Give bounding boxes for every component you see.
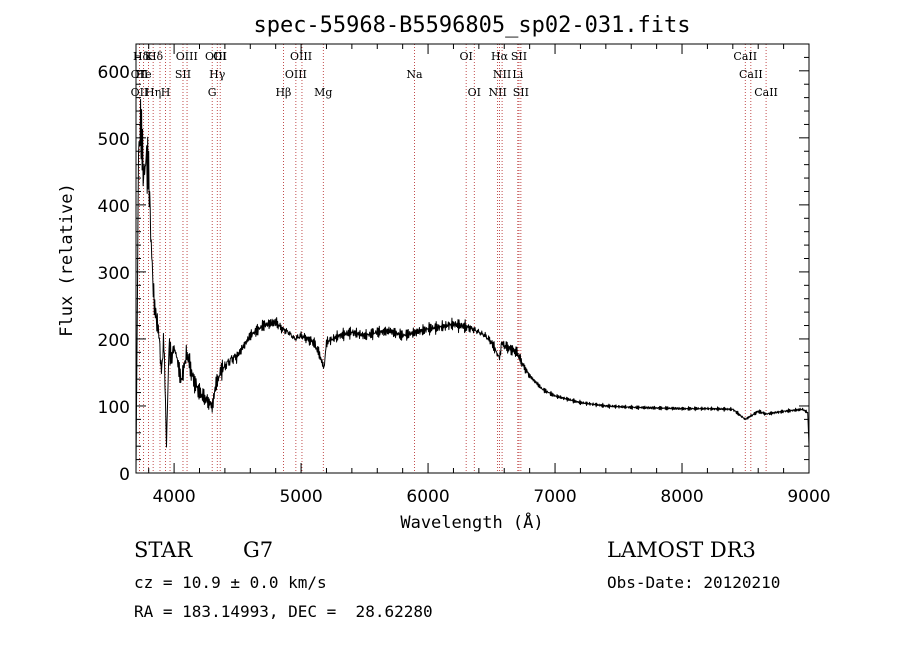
x-tick-label: 9000 bbox=[787, 487, 830, 507]
spectrum-series bbox=[135, 98, 810, 474]
spectral-line-label: Na bbox=[406, 68, 423, 81]
spectral-line-label: CaII bbox=[754, 86, 778, 99]
obs-date: Obs-Date: 20120210 bbox=[607, 573, 781, 592]
y-tick-label: 400 bbox=[98, 197, 130, 217]
survey-name: LAMOST DR3 bbox=[607, 538, 756, 562]
spectral-line-label: Hη bbox=[145, 86, 161, 99]
chart-title: spec-55968-B5596805_sp02-031.fits bbox=[253, 13, 690, 38]
redshift-value: cz = 10.9 ± 0.0 km/s bbox=[134, 573, 327, 592]
x-tick-label: 7000 bbox=[533, 487, 576, 507]
coordinates: RA = 183.14993, DEC = 28.62280 bbox=[134, 602, 433, 621]
spectral-line-label: OI bbox=[213, 50, 226, 63]
y-tick-label: 200 bbox=[98, 331, 130, 351]
spectral-line-label: G bbox=[208, 86, 217, 99]
spectral-line-label: SII bbox=[511, 50, 527, 63]
spectral-line-label: Hδ bbox=[133, 50, 150, 63]
spectral-line-label: SII bbox=[175, 68, 191, 81]
spectral-line-label: NII bbox=[488, 86, 506, 99]
spectral-line-label: OIII bbox=[205, 50, 227, 63]
spectral-line-label: K bbox=[145, 50, 154, 63]
spectral-line-label: Hδ bbox=[147, 50, 164, 63]
spectral-line-label: OIII bbox=[176, 50, 198, 63]
x-axis-label: Wavelength (Å) bbox=[400, 511, 543, 533]
spectral-line-label: OIII bbox=[290, 50, 312, 63]
spectral-line-label: Hα bbox=[491, 50, 509, 63]
spectral-line-label: OI bbox=[459, 50, 472, 63]
y-axis-label: Flux (relative) bbox=[57, 183, 77, 337]
spectral-line-label: CaII bbox=[739, 68, 763, 81]
y-tick-label: 100 bbox=[98, 398, 130, 418]
x-tick-label: 8000 bbox=[660, 487, 703, 507]
x-axis-ticks: 4000 5000 6000 7000 8000 9000 bbox=[148, 44, 831, 507]
x-tick-label: 5000 bbox=[279, 487, 322, 507]
y-tick-label: 600 bbox=[98, 63, 130, 83]
spectral-line-label: Li bbox=[512, 68, 523, 81]
x-tick-label: 6000 bbox=[406, 487, 449, 507]
spectral-line-label: Mg bbox=[314, 86, 332, 99]
spectral-line-label: Hγ bbox=[209, 68, 226, 81]
y-tick-label: 500 bbox=[98, 130, 130, 150]
spectral-line-label: He bbox=[136, 68, 152, 81]
spectral-line-label: Hβ bbox=[275, 86, 291, 99]
y-tick-label: 300 bbox=[98, 264, 130, 284]
spectral-line-label: SII bbox=[513, 86, 529, 99]
spectral-line-label: H bbox=[161, 86, 171, 99]
spectral-line-label: CaII bbox=[733, 50, 757, 63]
spectral-line-label: OIII bbox=[285, 68, 307, 81]
y-tick-label: 0 bbox=[119, 465, 130, 485]
spectral-line-label: NII bbox=[493, 68, 511, 81]
object-class: STAR bbox=[134, 538, 193, 562]
spectral-line-label: OI bbox=[468, 86, 481, 99]
spectrum-line bbox=[135, 98, 810, 474]
x-tick-label: 4000 bbox=[152, 487, 195, 507]
spectral-line-label: OII bbox=[131, 86, 149, 99]
y-axis-ticks: 0 100 200 300 400 500 600 bbox=[98, 56, 809, 485]
object-subclass: G7 bbox=[243, 538, 274, 562]
